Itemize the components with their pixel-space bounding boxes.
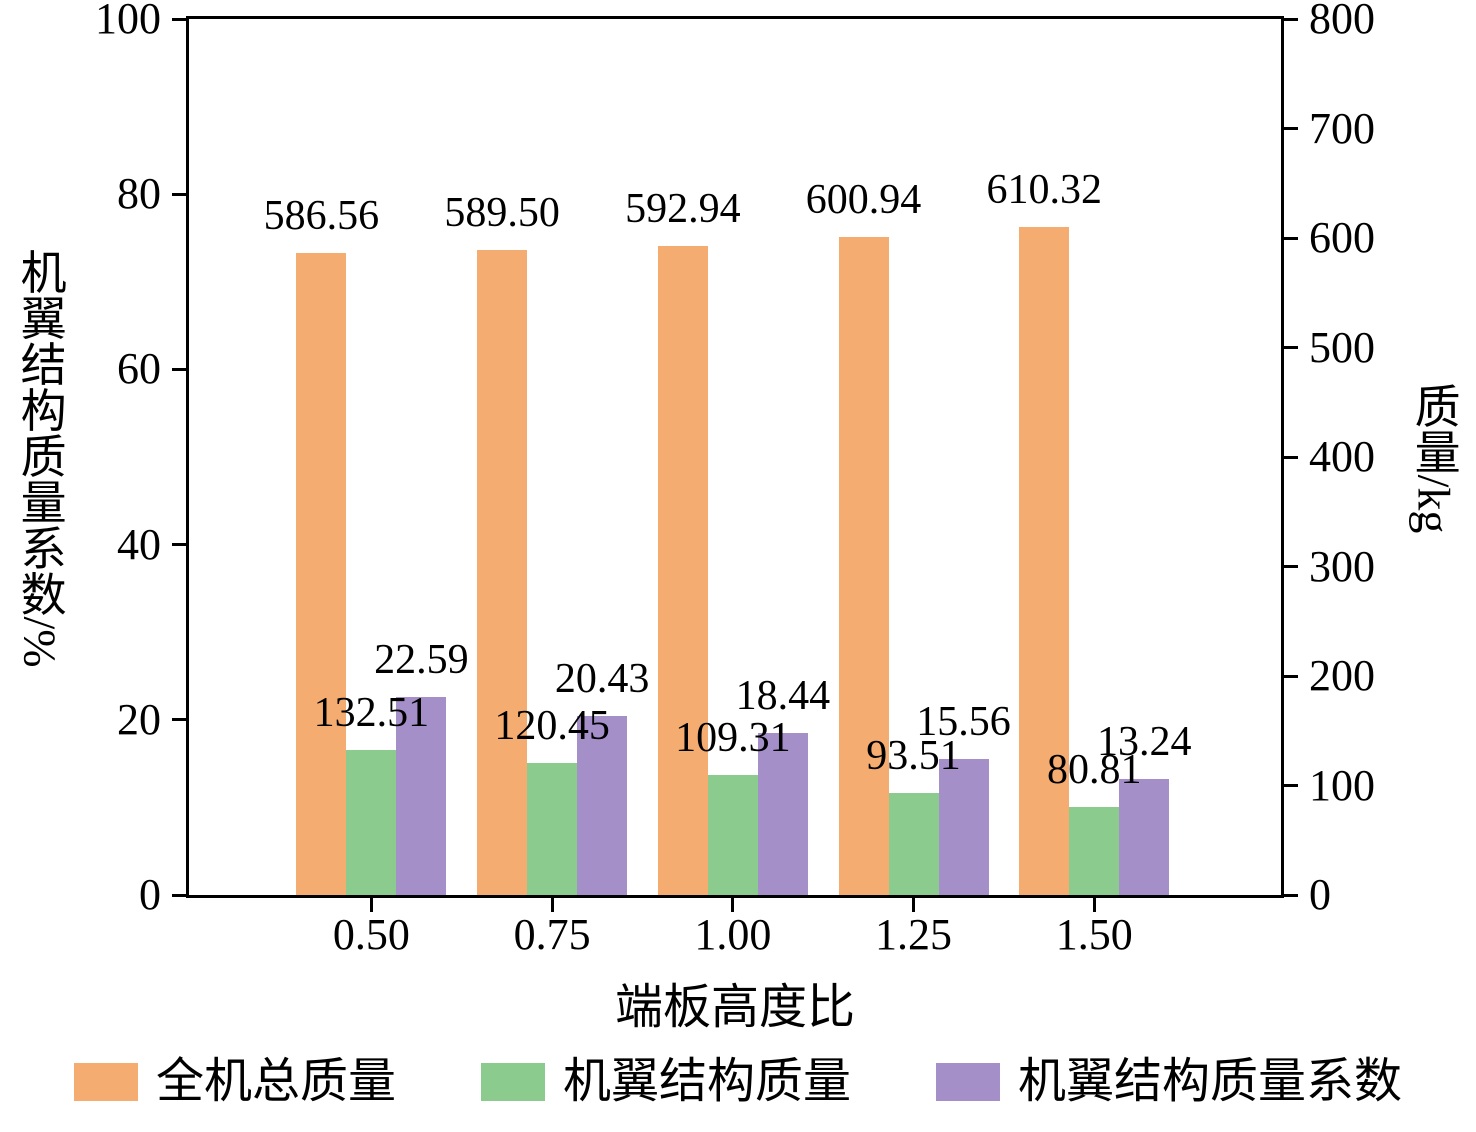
legend-item-0: 全机总质量 xyxy=(73,1055,396,1108)
x-axis-tick xyxy=(369,898,373,912)
right-axis-tick-label: 500 xyxy=(1309,322,1375,372)
right-axis-tick-label: 0 xyxy=(1309,870,1331,919)
bar-value-label: 22.59 xyxy=(374,637,469,684)
bar-value-label: 586.56 xyxy=(263,192,380,239)
right-axis-tick xyxy=(1284,236,1298,240)
legend-item-1: 机翼结构质量 xyxy=(480,1055,851,1108)
right-axis-tick-label: 800 xyxy=(1309,0,1375,43)
bar-value-label: 132.51 xyxy=(313,689,430,736)
right-axis-tick xyxy=(1284,455,1298,459)
bar-value-label: 592.94 xyxy=(625,185,741,232)
legend-label: 机翼结构质量 xyxy=(562,1055,851,1108)
bar-value-label: 80.81 xyxy=(1047,746,1142,793)
right-axis-tick xyxy=(1284,17,1298,21)
legend-swatch xyxy=(936,1063,1000,1101)
x-axis-tick-label: 1.25 xyxy=(875,910,953,959)
bar-value-label: 610.32 xyxy=(986,166,1103,213)
bar-value-label: 589.50 xyxy=(444,189,560,236)
left-axis-tick-label: 20 xyxy=(117,694,161,744)
bar-series-2-cat-1 xyxy=(577,716,628,895)
left-axis-tick xyxy=(172,367,186,371)
right-axis-tick xyxy=(1284,784,1298,787)
bar-series-2-cat-2 xyxy=(757,733,808,895)
left-axis-tick xyxy=(172,17,186,21)
x-axis-title: 端板高度比 xyxy=(614,981,855,1034)
right-axis-tick-label: 700 xyxy=(1309,103,1375,153)
legend-label: 机翼结构质量系数 xyxy=(1018,1055,1403,1108)
right-axis-tick-label: 100 xyxy=(1309,760,1375,810)
right-axis-tick xyxy=(1284,127,1298,130)
bar-value-label: 93.51 xyxy=(866,732,961,779)
bar-series-1-cat-4 xyxy=(1069,806,1120,895)
legend-label: 全机总质量 xyxy=(155,1055,396,1108)
left-axis-tick xyxy=(172,893,186,897)
right-axis-tick xyxy=(1284,565,1298,568)
bar-series-0-cat-2 xyxy=(657,245,708,895)
bar-series-1-cat-3 xyxy=(888,792,939,895)
x-axis-tick xyxy=(1092,898,1096,912)
left-axis-tick-label: 100 xyxy=(95,0,161,43)
bar-series-0-cat-1 xyxy=(477,249,528,895)
left-axis-title: 机翼结构质量系数/% xyxy=(14,248,66,668)
left-axis-tick-label: 0 xyxy=(139,870,161,919)
bar-series-0-cat-4 xyxy=(1019,226,1070,895)
x-axis-tick-label: 0.50 xyxy=(332,910,410,959)
right-axis-tick-label: 300 xyxy=(1309,541,1375,591)
bar-series-2-cat-4 xyxy=(1119,779,1170,895)
left-axis-tick xyxy=(172,718,186,722)
x-axis-tick-label: 1.50 xyxy=(1055,910,1133,959)
legend-swatch xyxy=(480,1063,545,1101)
left-axis-tick-label: 60 xyxy=(117,344,161,394)
bar-value-label: 15.56 xyxy=(916,698,1011,745)
bar-value-label: 120.45 xyxy=(494,703,610,750)
right-axis-tick-label: 200 xyxy=(1309,651,1375,700)
right-axis-tick xyxy=(1284,893,1298,897)
bar-series-0-cat-3 xyxy=(838,236,889,895)
right-axis-tick-label: 400 xyxy=(1309,432,1375,481)
legend-swatch xyxy=(73,1063,138,1101)
bar-value-label: 20.43 xyxy=(554,656,650,703)
x-axis-tick xyxy=(550,898,554,912)
bar-series-2-cat-0 xyxy=(396,697,447,895)
bar-series-0-cat-0 xyxy=(296,252,347,895)
legend: 全机总质量 机翼结构质量 机翼结构质量系数 xyxy=(0,1050,1476,1114)
bar-value-label: 109.31 xyxy=(675,715,791,762)
right-axis-tick xyxy=(1284,674,1298,678)
bar-series-1-cat-0 xyxy=(346,749,397,895)
left-axis-tick xyxy=(172,543,186,547)
bar-value-label: 13.24 xyxy=(1097,719,1192,766)
plot-area: 0 20 40 60 80 100 0 100 200 300 400 500 600 700 800 0.5… xyxy=(95,0,1375,957)
right-axis-tick-label: 600 xyxy=(1309,213,1375,262)
x-axis-tick-label: 1.00 xyxy=(694,910,772,959)
bar-series-1-cat-1 xyxy=(527,763,578,895)
x-axis-tick xyxy=(912,898,916,912)
left-axis-tick xyxy=(172,192,186,196)
legend-item-2: 机翼结构质量系数 xyxy=(936,1058,1402,1106)
bar-value-label: 18.44 xyxy=(735,673,831,720)
right-axis-title: 质量/kg xyxy=(1408,382,1460,534)
bar-value-label: 600.94 xyxy=(805,176,922,223)
left-axis-tick-label: 40 xyxy=(117,519,161,569)
left-axis-tick-label: 80 xyxy=(117,169,161,219)
bar-series-1-cat-2 xyxy=(707,775,758,895)
right-axis-tick xyxy=(1284,346,1298,349)
x-axis-tick xyxy=(731,898,735,912)
bar-series-2-cat-3 xyxy=(938,758,989,895)
x-axis-tick-label: 0.75 xyxy=(513,910,591,959)
